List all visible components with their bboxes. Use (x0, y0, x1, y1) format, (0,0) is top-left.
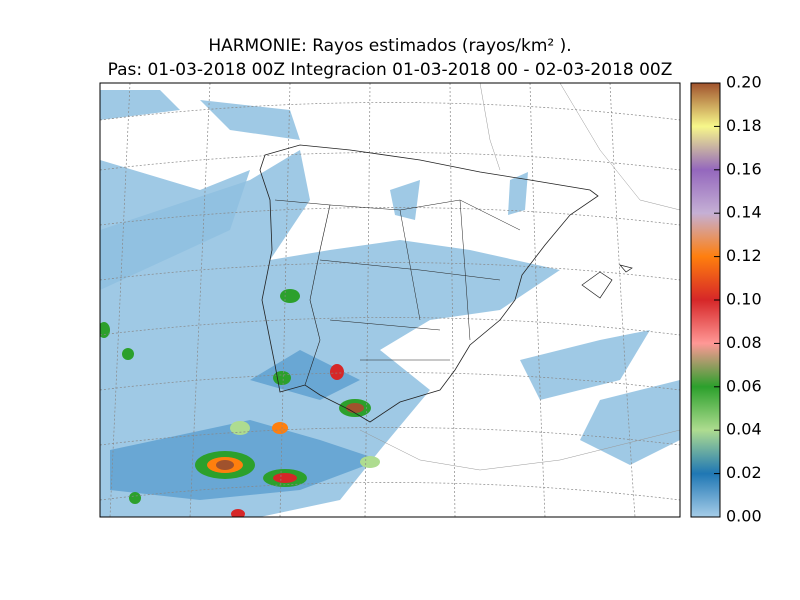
map (100, 83, 680, 517)
colorbar-tick-label: 0.12 (726, 246, 762, 265)
colorbar-tick-label: 0.04 (726, 420, 762, 439)
map-frame (99, 82, 681, 518)
coastlines (259, 83, 680, 471)
colorbar-tick-label: 0.18 (726, 116, 762, 135)
colorbar-axis: 0.00 0.02 0.04 0.06 0.08 0.10 0.12 0.14 0.16 0.18… (714, 73, 762, 526)
precip-field (100, 90, 680, 517)
title-line-2: Pas: 01-03-2018 00Z Integracion 01-03-20… (108, 60, 673, 80)
colorbar-tick-label: 0.08 (726, 333, 762, 352)
colorbar-tick-label: 0.14 (726, 203, 762, 222)
colorbar-tick-label: 0.16 (726, 159, 762, 178)
colorbar-tick-label: 0.02 (726, 463, 762, 482)
colorbar-tick-label: 0.10 (726, 290, 762, 309)
colorbar-tick-label: 0.20 (726, 73, 762, 92)
graticule (100, 83, 680, 517)
colorbar-tick-label: 0.06 (726, 376, 762, 395)
title-line-1: HARMONIE: Rayos estimados (rayos/km² ). (208, 36, 571, 56)
colorbar-tick-label: 0.00 (726, 507, 762, 526)
storm-cells (100, 289, 380, 517)
